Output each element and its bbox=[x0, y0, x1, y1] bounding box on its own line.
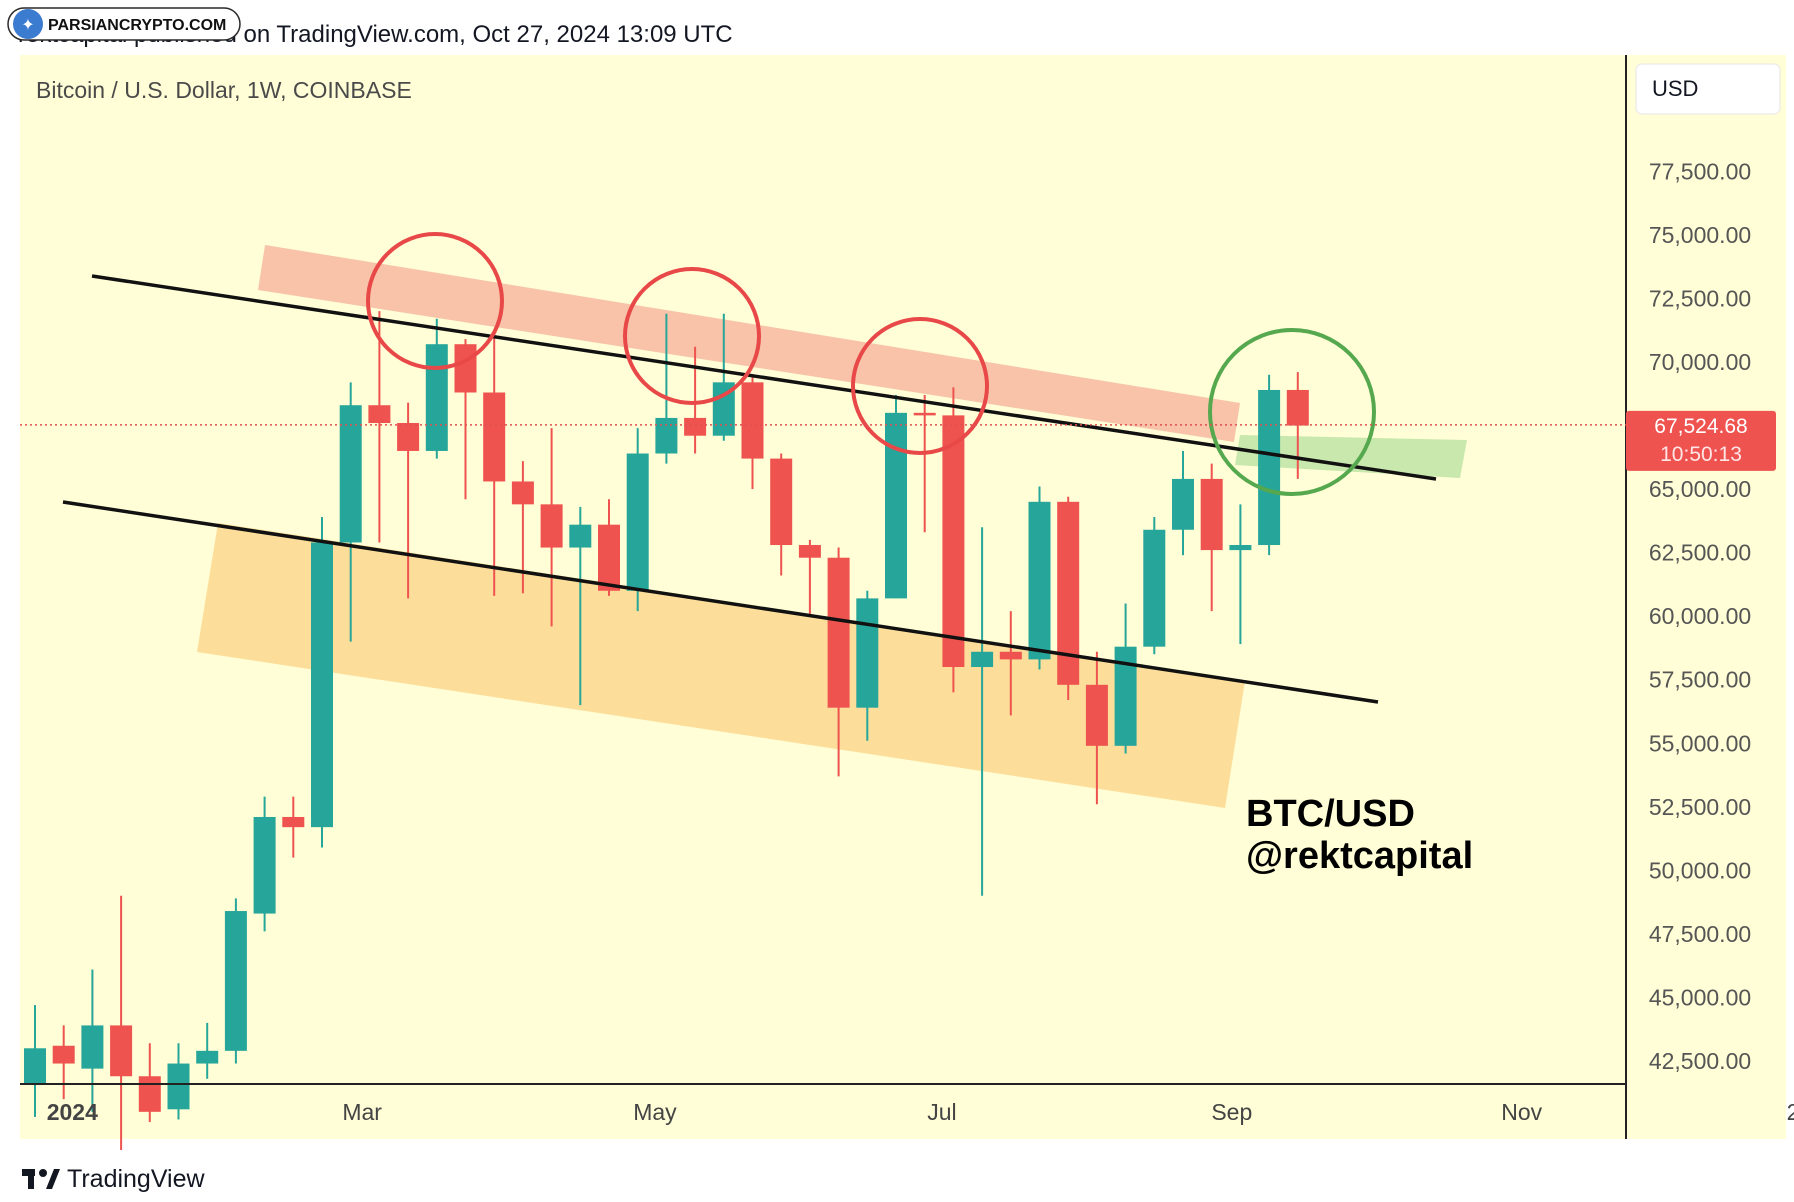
candle-body bbox=[110, 1025, 133, 1077]
candle-body bbox=[339, 405, 362, 543]
y-tick-label: 77,500.00 bbox=[1649, 158, 1751, 184]
x-tick-label: Sep bbox=[1211, 1099, 1252, 1125]
y-tick-label: 62,500.00 bbox=[1649, 540, 1751, 566]
y-tick-label: 75,000.00 bbox=[1649, 222, 1751, 248]
y-tick-label: 55,000.00 bbox=[1649, 730, 1751, 756]
candle-body bbox=[913, 412, 936, 416]
candle-body bbox=[1085, 684, 1108, 746]
candle-body bbox=[684, 417, 707, 436]
candle-body bbox=[81, 1025, 104, 1069]
candle-body bbox=[885, 412, 907, 599]
breakout-circle bbox=[1208, 328, 1376, 496]
watermark-logo-text: PARSIANCRYPTO.COM bbox=[48, 17, 226, 34]
candle-body bbox=[1172, 478, 1194, 530]
x-tick-label: Jul bbox=[927, 1099, 956, 1125]
candle-body bbox=[798, 545, 821, 558]
watermark-logo: ✦ PARSIANCRYPTO.COM bbox=[7, 7, 241, 41]
candle-body bbox=[1057, 501, 1080, 685]
y-tick-label: 45,000.00 bbox=[1649, 984, 1751, 1010]
candle-body bbox=[827, 557, 850, 708]
candle-body bbox=[1286, 389, 1309, 426]
currency-button[interactable]: USD bbox=[1635, 63, 1781, 115]
candle-body bbox=[224, 911, 247, 1051]
candle-body bbox=[942, 415, 965, 668]
time-axis: 2024 Mar May Jul Sep Nov 202 bbox=[47, 1099, 1794, 1125]
candle-body bbox=[1258, 389, 1281, 546]
circles-layer bbox=[366, 232, 1376, 496]
candle-body bbox=[856, 598, 879, 708]
y-tick-label: 50,000.00 bbox=[1649, 857, 1751, 883]
y-tick-label: 65,000.00 bbox=[1649, 476, 1751, 502]
tradingview-brand[interactable]: TradingView bbox=[22, 1165, 206, 1193]
candle-body bbox=[540, 504, 563, 548]
x-tick-label: 2024 bbox=[47, 1099, 98, 1125]
candle-body bbox=[425, 344, 448, 451]
rejection-circle bbox=[366, 232, 504, 370]
candle-body bbox=[971, 651, 994, 668]
candle-body bbox=[770, 458, 793, 546]
candle-body bbox=[626, 453, 649, 591]
tradingview-brand-text: TradingView bbox=[67, 1165, 206, 1193]
rejection-circle bbox=[851, 317, 989, 455]
candle-body bbox=[1200, 478, 1223, 551]
x-tick-label: Nov bbox=[1501, 1099, 1542, 1125]
annotation-pair: BTC/USD bbox=[1246, 793, 1415, 835]
candle-body bbox=[167, 1063, 190, 1110]
price-axis: 77,500.00 75,000.00 72,500.00 70,000.00 65,0… bbox=[1649, 158, 1751, 1074]
y-tick-label: 60,000.00 bbox=[1649, 603, 1751, 629]
breakout-zone bbox=[1235, 435, 1467, 478]
candle-body bbox=[454, 344, 477, 393]
trendlines-layer bbox=[62, 274, 1437, 704]
candle-body bbox=[741, 382, 764, 459]
current-price-tag: 67,524.68 10:50:13 bbox=[1626, 410, 1776, 471]
candle-body bbox=[196, 1050, 219, 1064]
candle-body bbox=[397, 423, 420, 451]
tradingview-logo-icon bbox=[22, 1169, 60, 1189]
candles-layer bbox=[24, 311, 1309, 1150]
candle-body bbox=[368, 405, 391, 424]
y-tick-label: 52,500.00 bbox=[1649, 794, 1751, 820]
candle-body bbox=[1028, 501, 1051, 660]
y-tick-label: 72,500.00 bbox=[1649, 285, 1751, 311]
countdown-label: 10:50:13 bbox=[1660, 443, 1742, 466]
annotation-author: @rektcapital bbox=[1246, 835, 1473, 877]
candle-body bbox=[655, 417, 678, 454]
lower-trendline bbox=[62, 500, 1379, 704]
candle-body bbox=[511, 481, 534, 505]
y-tick-label: 57,500.00 bbox=[1649, 667, 1751, 693]
candle-body bbox=[311, 542, 333, 828]
currency-button-label: USD bbox=[1652, 76, 1698, 101]
x-tick-label: 202 bbox=[1787, 1099, 1794, 1125]
y-tick-label: 70,000.00 bbox=[1649, 349, 1751, 375]
candle-body bbox=[1114, 646, 1137, 746]
chart-title: Bitcoin / U.S. Dollar, 1W, COINBASE bbox=[36, 77, 412, 103]
candle-body bbox=[1143, 529, 1166, 647]
candle-body bbox=[1229, 545, 1252, 551]
rejection-circle bbox=[623, 267, 761, 405]
candle-body bbox=[999, 651, 1022, 660]
candle-body bbox=[24, 1048, 46, 1084]
x-tick-label: Mar bbox=[342, 1099, 382, 1125]
logo-icon bbox=[13, 9, 43, 39]
svg-text:✦: ✦ bbox=[21, 17, 34, 34]
x-tick-label: May bbox=[633, 1099, 677, 1125]
candle-body bbox=[253, 816, 276, 914]
upper-trendline bbox=[91, 274, 1437, 481]
candle-body bbox=[138, 1076, 161, 1112]
y-tick-label: 42,500.00 bbox=[1649, 1048, 1751, 1074]
y-tick-label: 47,500.00 bbox=[1649, 921, 1751, 947]
candle-body bbox=[598, 524, 620, 591]
candle-body bbox=[52, 1045, 75, 1064]
candle-body bbox=[569, 524, 592, 548]
candle-body bbox=[282, 816, 305, 828]
candle-body bbox=[483, 392, 506, 482]
current-price-label: 67,524.68 bbox=[1654, 415, 1747, 438]
